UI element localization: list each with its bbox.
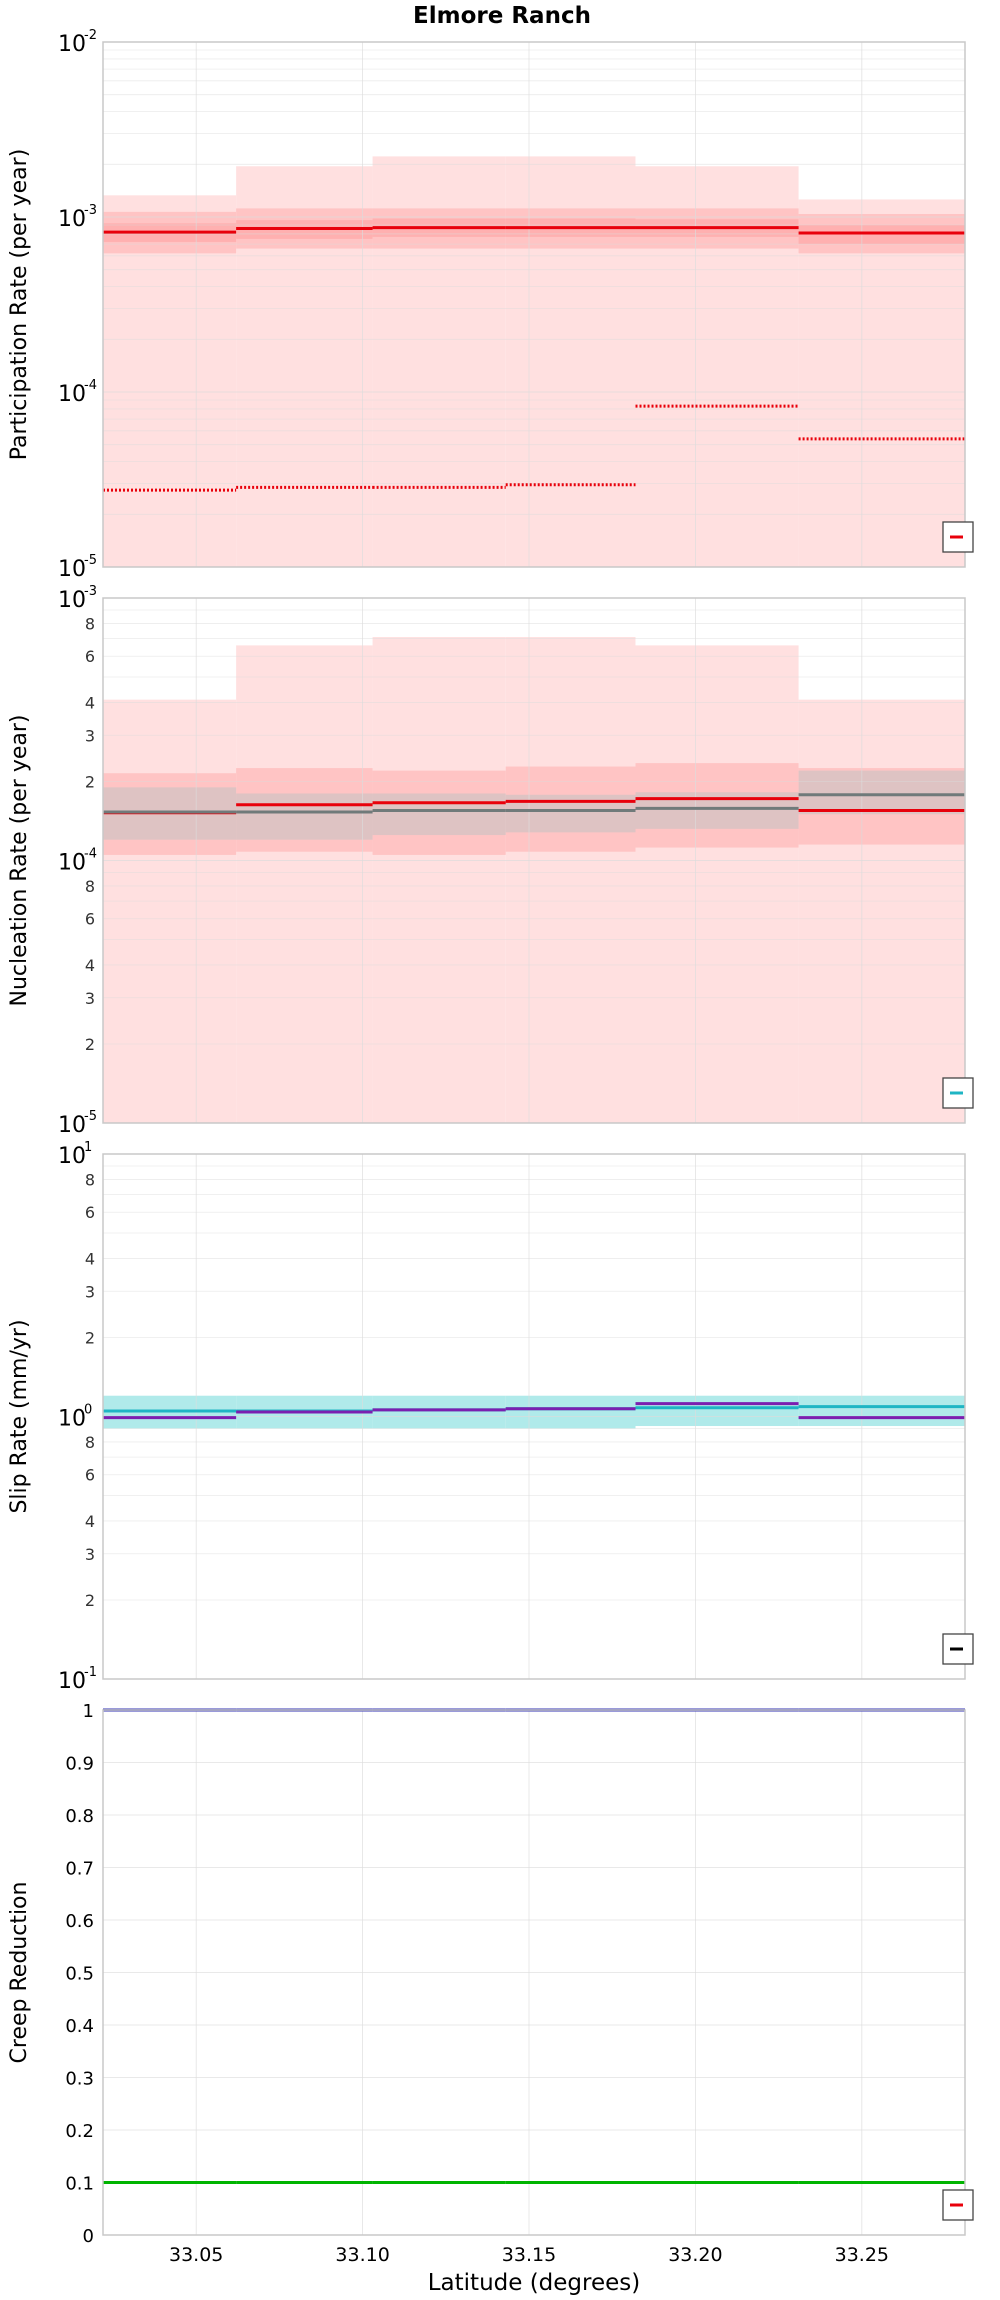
nucleation-y-tick-label: 8 xyxy=(85,877,95,896)
participation-y-tick-label: 10 xyxy=(58,557,86,582)
nucleation-band-0-segment-2 xyxy=(372,637,506,1123)
creep-y-tick-label: 1 xyxy=(83,1701,94,1722)
x-tick-label: 33.20 xyxy=(668,2244,722,2266)
slip-frame xyxy=(102,1153,966,1680)
participation-y-tick-label: 10 xyxy=(58,32,86,57)
creep-y-tick-label: 0 xyxy=(83,2226,94,2247)
slip-band-0-segment-4 xyxy=(635,1395,799,1427)
participation-y-tick-label: 10 xyxy=(58,207,86,232)
slip-y-tick-label: 8 xyxy=(85,1433,95,1452)
creep-panel: 0 0.1 0.2 0.3 0.4 0.5 0.6 0.7 0.8 0.9 1 Creep Reduc… xyxy=(7,1701,974,2247)
nucleation-y-tick-label: 6 xyxy=(85,910,95,929)
creep-y-tick-label: 0.9 xyxy=(65,1754,94,1775)
nucleation-band-0-segment-3 xyxy=(505,637,636,1123)
participation-band-0-segment-0 xyxy=(103,195,237,567)
slip-y-tick-label: 3 xyxy=(85,1282,95,1301)
chart-title: Elmore Ranch xyxy=(413,3,591,29)
nucleation-y-tick-label: 4 xyxy=(85,693,95,712)
participation-legend xyxy=(942,521,974,553)
nucleation-band-2-segment-5 xyxy=(798,770,965,815)
creep-frame xyxy=(102,1709,966,2236)
slip-band-0-segment-3 xyxy=(505,1395,636,1429)
x-axis-label: Latitude (degrees) xyxy=(428,2270,641,2296)
x-tick-label: 33.10 xyxy=(335,2244,389,2266)
creep-y-tick-label: 0.6 xyxy=(65,1911,94,1932)
participation-y-tick-exponent: -2 xyxy=(84,28,97,43)
nucleation-y-tick-label: 2 xyxy=(85,772,95,791)
slip-legend xyxy=(942,1633,974,1665)
nucleation-y-tick-label: 8 xyxy=(85,614,95,633)
x-tick-label: 33.05 xyxy=(169,2244,223,2266)
participation-frame xyxy=(102,41,966,568)
creep-y-tick-label: 0.7 xyxy=(65,1859,94,1880)
slip-y-tick-label: 2 xyxy=(85,1591,95,1610)
creep-y-tick-label: 0.5 xyxy=(65,1964,94,1985)
slip-y-tick-exponent: -1 xyxy=(84,1665,97,1680)
nucleation-y-tick-label: 2 xyxy=(85,1035,95,1054)
slip-y-tick-label: 4 xyxy=(85,1512,95,1531)
nucleation-y-tick-label: 6 xyxy=(85,647,95,666)
participation-y-tick-label: 10 xyxy=(58,382,86,407)
slip-y-tick-label: 3 xyxy=(85,1545,95,1564)
creep-legend xyxy=(942,2189,974,2221)
nucleation-y-tick-label: 10 xyxy=(58,851,86,876)
slip-y-tick-exponent: 0 xyxy=(84,1403,92,1418)
slip-y-tick-label: 6 xyxy=(85,1466,95,1485)
nucleation-y-tick-label: 4 xyxy=(85,956,95,975)
nucleation-y-tick-label: 3 xyxy=(85,726,95,745)
slip-y-tick-exponent: 1 xyxy=(84,1140,92,1155)
nucleation-band-0-segment-5 xyxy=(798,699,965,1123)
participation-y-tick-exponent: -5 xyxy=(84,553,97,568)
nucleation-band-0-segment-1 xyxy=(236,645,373,1123)
x-tick-label: 33.25 xyxy=(835,2244,889,2266)
participation-band-0-segment-5 xyxy=(798,199,965,567)
nucleation-band-2-segment-1 xyxy=(236,793,373,840)
nucleation-y-tick-label: 10 xyxy=(58,588,86,613)
nucleation-y-tick-label: 10 xyxy=(58,1113,86,1138)
participation-y-tick-exponent: -3 xyxy=(84,203,97,218)
creep-y-tick-label: 0.2 xyxy=(65,2121,94,2142)
slip-band-0-segment-5 xyxy=(798,1395,965,1427)
x-tick-label: 33.15 xyxy=(502,2244,556,2266)
creep-y-tick-label: 0.1 xyxy=(65,2174,94,2195)
nucleation-y-tick-label: 3 xyxy=(85,989,95,1008)
slip-y-tick-label: 2 xyxy=(85,1328,95,1347)
creep-y-axis-label: Creep Reduction xyxy=(7,1882,32,2064)
slip-y-axis-label: Slip Rate (mm/yr) xyxy=(7,1319,32,1513)
nucleation-y-tick-exponent: -3 xyxy=(84,584,97,599)
creep-y-tick-label: 0.8 xyxy=(65,1806,94,1827)
nucleation-y-tick-exponent: -4 xyxy=(84,847,97,862)
slip-y-tick-label: 8 xyxy=(85,1170,95,1189)
nucleation-frame xyxy=(102,597,966,1124)
nucleation-band-0-segment-4 xyxy=(635,645,799,1123)
participation-y-axis-label: Participation Rate (per year) xyxy=(7,149,32,461)
nucleation-band-2-segment-2 xyxy=(372,793,506,836)
slip-y-tick-label: 10 xyxy=(58,1669,86,1694)
slip-y-tick-label: 6 xyxy=(85,1203,95,1222)
participation-y-tick-exponent: -4 xyxy=(84,378,97,393)
slip-y-tick-label: 4 xyxy=(85,1249,95,1268)
nucleation-legend xyxy=(942,1077,974,1109)
slip-y-tick-label: 10 xyxy=(58,1407,86,1432)
participation-band-2-segment-5 xyxy=(798,225,965,245)
creep-y-tick-label: 0.3 xyxy=(65,2069,94,2090)
creep-y-tick-label: 0.4 xyxy=(65,2016,94,2037)
nucleation-y-tick-exponent: -5 xyxy=(84,1109,97,1124)
nucleation-band-0-segment-0 xyxy=(103,699,237,1123)
nucleation-y-axis-label: Nucleation Rate (per year) xyxy=(7,715,32,1007)
slip-y-tick-label: 10 xyxy=(58,1144,86,1169)
slip-band-0-segment-2 xyxy=(372,1395,506,1429)
